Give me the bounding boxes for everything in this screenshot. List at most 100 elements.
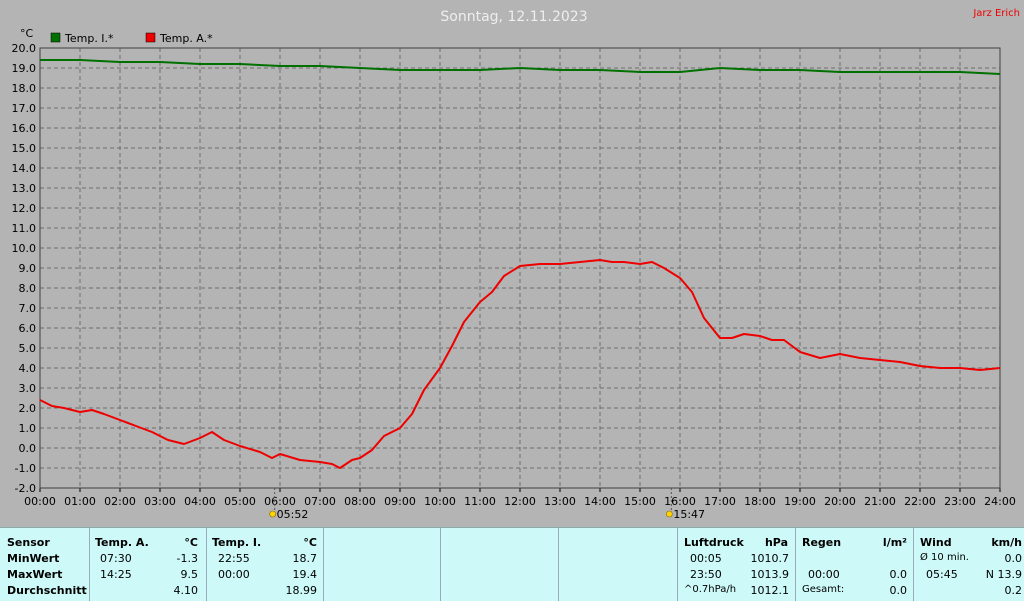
- pressure-min-time: 00:05: [690, 552, 722, 565]
- x-tick-label: 07:00: [304, 495, 336, 508]
- temp-a-max-time: 14:25: [100, 568, 132, 581]
- y-tick-label: 8.0: [19, 282, 37, 295]
- wind-header: Wind: [920, 536, 952, 549]
- x-tick-label: 14:00: [584, 495, 616, 508]
- wind-max-time: 05:45: [926, 568, 958, 581]
- temp-a-header: Temp. A.: [95, 536, 149, 549]
- x-tick-label: 22:00: [904, 495, 936, 508]
- y-tick-label: 10.0: [12, 242, 37, 255]
- y-tick-label: 4.0: [19, 362, 37, 375]
- chart: Sonntag, 12.11.2023 Jarz Erich °C Temp. …: [12, 8, 1021, 521]
- x-tick-label: 06:00: [264, 495, 296, 508]
- y-tick-label: 9.0: [19, 262, 37, 275]
- temp-i-min: 18.7: [292, 552, 318, 565]
- y-tick-label: 7.0: [19, 302, 37, 315]
- x-tick-label: 20:00: [824, 495, 856, 508]
- y-tick-label: 1.0: [19, 422, 37, 435]
- y-tick-label: 20.0: [12, 42, 37, 55]
- temp-a-min-time: 07:30: [100, 552, 132, 565]
- x-tick-label: 23:00: [944, 495, 976, 508]
- y-tick-label: 2.0: [19, 402, 37, 415]
- wind-unit: km/h: [991, 536, 1022, 549]
- y-tick-label: 5.0: [19, 342, 37, 355]
- legend-label-indoor: Temp. I.*: [64, 32, 114, 45]
- wind-min: 0.0: [1004, 552, 1023, 565]
- y-tick-label: 3.0: [19, 382, 37, 395]
- x-tick-label: 15:00: [624, 495, 656, 508]
- temp-a-avg: 4.10: [173, 584, 199, 597]
- row-label-min: MinWert: [7, 552, 60, 565]
- temp-i-max: 19.4: [292, 568, 318, 581]
- x-tick-label: 03:00: [144, 495, 176, 508]
- pressure-unit: hPa: [764, 536, 788, 549]
- y-tick-label: 12.0: [12, 202, 37, 215]
- y-tick-label: 0.0: [19, 442, 37, 455]
- y-tick-label: 18.0: [12, 82, 37, 95]
- temp-a-min: -1.3: [176, 552, 198, 565]
- sensor-header: Sensor: [7, 536, 50, 549]
- x-tick-label: 12:00: [504, 495, 536, 508]
- x-tick-label: 10:00: [424, 495, 456, 508]
- x-tick-label: 00:00: [24, 495, 56, 508]
- x-tick-label: 16:00: [664, 495, 696, 508]
- x-tick-label: 08:00: [344, 495, 376, 508]
- x-tick-label: 21:00: [864, 495, 896, 508]
- rain-max-time: 00:00: [808, 568, 840, 581]
- temp-i-min-time: 22:55: [218, 552, 250, 565]
- legend: Temp. I.* Temp. A.*: [50, 32, 213, 45]
- rain-max: 0.0: [889, 568, 908, 581]
- rain-total: 0.0: [889, 584, 908, 597]
- y-tick-label: 15.0: [12, 142, 37, 155]
- x-tick-label: 05:00: [224, 495, 256, 508]
- pressure-min: 1010.7: [750, 552, 790, 565]
- row-label-avg: Durchschnitt: [7, 584, 87, 597]
- pressure-max: 1013.9: [750, 568, 790, 581]
- y-tick-label: 14.0: [12, 162, 37, 175]
- x-tick-label: 04:00: [184, 495, 216, 508]
- y-axis-unit: °C: [20, 27, 34, 40]
- wind-max: N 13.9: [985, 568, 1022, 581]
- x-tick-label: 13:00: [544, 495, 576, 508]
- pressure-trend: ^0.7hPa/h: [684, 584, 737, 595]
- x-tick-label: 11:00: [464, 495, 496, 508]
- x-tick-label: 19:00: [784, 495, 816, 508]
- sunset-sun-icon: [666, 510, 673, 518]
- x-tick-label: 24:00: [984, 495, 1016, 508]
- legend-label-outdoor: Temp. A.*: [159, 32, 213, 45]
- y-tick-label: -1.0: [15, 462, 36, 475]
- y-tick-label: -2.0: [15, 482, 36, 495]
- statistics-table: Sensor MinWert MaxWert Durchschnitt Temp…: [0, 527, 1024, 601]
- pressure-header: Luftdruck: [684, 536, 744, 549]
- temp-a-unit: °C: [184, 536, 198, 549]
- y-tick-label: 6.0: [19, 322, 37, 335]
- temp-i-unit: °C: [303, 536, 317, 549]
- temp-a-max: 9.5: [180, 568, 199, 581]
- rain-unit: l/m²: [882, 536, 907, 549]
- y-tick-label: 11.0: [12, 222, 37, 235]
- plot-area: 20.0 19.0 18.0 17.0 16.0 15.0 14.0 13.0 12.0 11.0…: [12, 42, 1016, 521]
- pressure-max-time: 23:50: [690, 568, 722, 581]
- y-tick-label: 19.0: [12, 62, 37, 75]
- series-line-indoor: [40, 59, 1001, 75]
- y-tick-label: 13.0: [12, 182, 37, 195]
- row-label-max: MaxWert: [7, 568, 63, 581]
- legend-swatch-indoor: [50, 32, 61, 43]
- temp-i-header: Temp. I.: [212, 536, 262, 549]
- plot-frame: [39, 47, 1001, 489]
- x-tick-label: 17:00: [704, 495, 736, 508]
- wind-min-label: Ø 10 min.: [920, 552, 969, 563]
- sunrise-time-label: 05:52: [277, 508, 309, 521]
- author-label: Jarz Erich: [972, 8, 1020, 19]
- x-tick-label: 02:00: [104, 495, 136, 508]
- wind-avg: 0.2: [1004, 584, 1023, 597]
- sunset-time-label: 15:47: [673, 508, 705, 521]
- pressure-avg: 1012.1: [750, 584, 790, 597]
- rain-header: Regen: [802, 536, 842, 549]
- x-tick-label: 09:00: [384, 495, 416, 508]
- legend-swatch-outdoor: [145, 32, 156, 43]
- series-line-outdoor: [39, 259, 1001, 469]
- x-tick-label: 01:00: [64, 495, 96, 508]
- y-tick-label: 16.0: [12, 122, 37, 135]
- rain-total-label: Gesamt:: [802, 584, 845, 595]
- chart-title: Sonntag, 12.11.2023: [440, 9, 587, 25]
